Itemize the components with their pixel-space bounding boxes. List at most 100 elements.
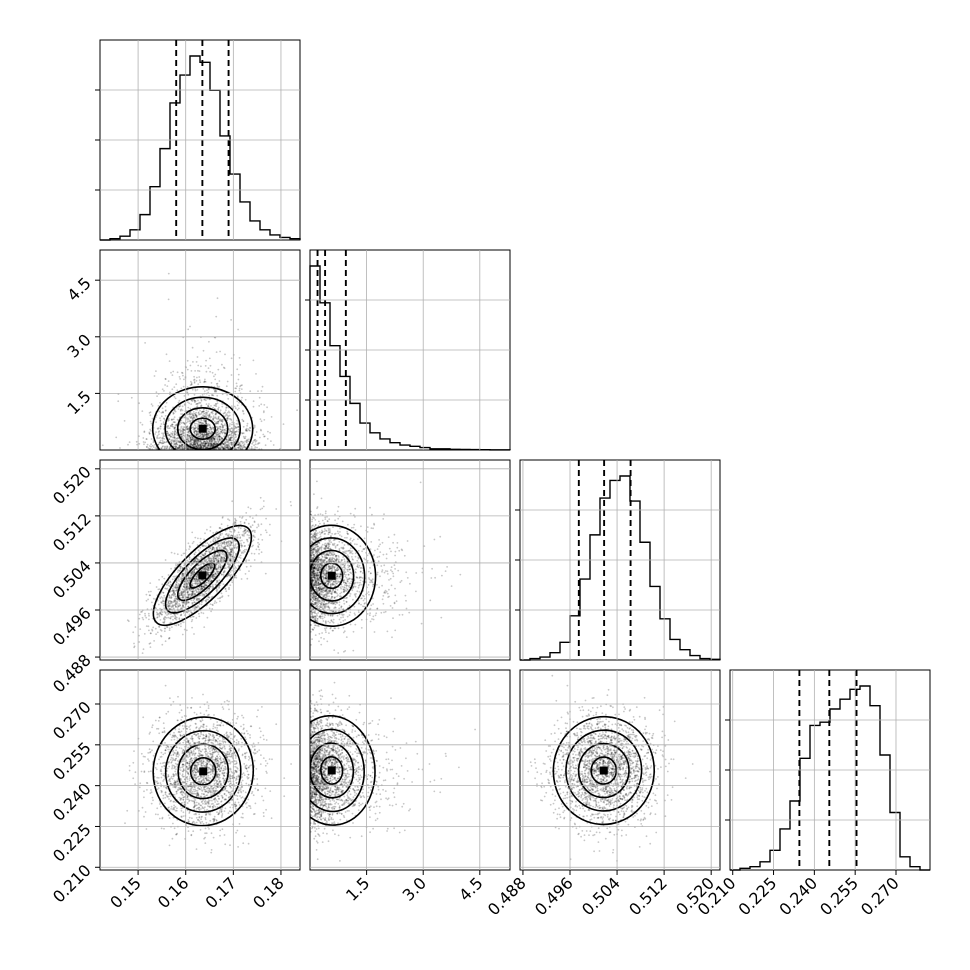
scatter-point <box>197 446 200 449</box>
scatter-point <box>156 612 159 615</box>
scatter-point <box>174 424 177 426</box>
scatter-point <box>191 615 194 618</box>
scatter-point <box>222 558 225 561</box>
scatter-point <box>230 437 233 440</box>
scatter-point <box>171 440 174 442</box>
scatter-point <box>234 544 237 547</box>
scatter-point <box>193 399 196 402</box>
scatter-point <box>331 596 333 598</box>
scatter-point <box>312 538 315 540</box>
scatter-point <box>375 612 378 615</box>
scatter-point <box>252 405 255 408</box>
scatter-point <box>208 569 211 572</box>
scatter-point <box>207 598 210 601</box>
scatter-point <box>245 429 248 431</box>
scatter-point <box>206 446 208 449</box>
scatter-point <box>221 437 224 440</box>
scatter-point <box>228 553 231 556</box>
scatter-point <box>144 342 147 344</box>
scatter-point <box>218 587 220 589</box>
scatter-point <box>175 442 178 444</box>
scatter-point <box>219 350 222 353</box>
scatter-point <box>186 368 189 371</box>
scatter-point <box>235 546 237 549</box>
scatter-point <box>327 569 330 571</box>
scatter-point <box>207 435 210 438</box>
scatter-point <box>217 433 220 436</box>
scatter-point <box>200 365 202 368</box>
scatter-point <box>222 443 225 446</box>
scatter-point <box>161 388 164 391</box>
scatter-point <box>206 414 209 417</box>
scatter-point <box>386 570 389 573</box>
scatter-point <box>311 558 314 561</box>
scatter-point <box>328 568 331 570</box>
scatter-point <box>207 573 209 575</box>
scatter-point <box>204 412 207 415</box>
scatter-point <box>175 581 178 583</box>
scatter-point <box>221 420 224 423</box>
scatter-point <box>204 442 207 445</box>
scatter-point <box>206 444 209 447</box>
scatter-point <box>202 422 204 425</box>
scatter-point <box>150 590 152 593</box>
scatter-point <box>195 446 198 449</box>
scatter-point <box>326 520 329 523</box>
scatter-point <box>181 432 184 435</box>
scatter-point <box>221 446 224 449</box>
scatter-point <box>330 541 333 544</box>
scatter-point <box>312 584 315 587</box>
scatter-point <box>205 433 208 436</box>
scatter-point <box>322 587 325 589</box>
scatter-point <box>197 588 199 591</box>
scatter-point <box>211 566 214 569</box>
scatter-point <box>230 541 233 544</box>
scatter-point <box>215 403 217 405</box>
scatter-point <box>363 605 366 608</box>
scatter-point <box>216 548 219 551</box>
scatter-point <box>223 559 225 562</box>
scatter-point <box>317 587 320 589</box>
scatter-point <box>210 579 213 582</box>
scatter-point <box>174 616 177 618</box>
scatter-point <box>244 435 247 438</box>
scatter-point <box>218 438 221 441</box>
scatter-point <box>329 530 332 532</box>
scatter-point <box>183 614 186 616</box>
scatter-point <box>202 585 205 588</box>
scatter-point <box>197 537 199 540</box>
scatter-point <box>203 444 206 446</box>
scatter-point <box>223 552 225 554</box>
scatter-point <box>161 437 164 440</box>
scatter-point <box>317 578 319 580</box>
scatter-point <box>167 616 170 619</box>
scatter-point <box>227 534 230 537</box>
scatter-point <box>197 364 200 367</box>
scatter-point <box>373 631 376 633</box>
scatter-point <box>224 587 227 590</box>
scatter-point <box>200 436 203 439</box>
scatter-point <box>224 423 227 425</box>
scatter-point <box>179 566 182 569</box>
scatter-point <box>222 443 225 445</box>
scatter-point <box>223 447 226 449</box>
scatter-point <box>197 590 200 592</box>
scatter-point <box>200 398 203 401</box>
scatter-point <box>209 444 212 447</box>
scatter-point <box>400 548 403 551</box>
scatter-point <box>203 445 205 448</box>
scatter-point <box>156 437 159 440</box>
scatter-point <box>202 545 205 547</box>
scatter-point <box>203 582 206 585</box>
scatter-point <box>182 591 185 593</box>
scatter-point <box>162 442 165 445</box>
scatter-point <box>228 438 231 441</box>
scatter-point <box>212 442 214 445</box>
scatter-point <box>221 427 224 429</box>
scatter-point <box>197 445 200 448</box>
scatter-point <box>199 445 202 447</box>
scatter-point <box>162 621 164 624</box>
scatter-point <box>180 592 183 595</box>
scatter-point <box>223 560 226 562</box>
scatter-point <box>207 428 209 430</box>
